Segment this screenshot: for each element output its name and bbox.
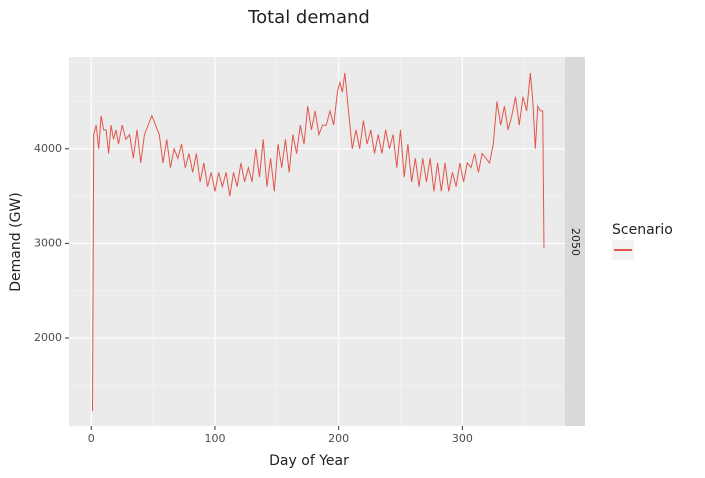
chart-title: Total demand (247, 7, 370, 28)
facet-strip (565, 57, 585, 426)
x-tick-label: 100 (204, 432, 225, 445)
series-line (92, 73, 545, 411)
panel (69, 57, 565, 426)
y-tick-label: 4000 (34, 142, 62, 155)
y-axis-label: Demand (GW) (8, 192, 24, 291)
y-tick-label: 3000 (34, 236, 62, 249)
x-tick-label: 0 (88, 432, 95, 445)
y-tick-label: 2000 (34, 331, 62, 344)
x-tick-label: 300 (452, 432, 473, 445)
x-axis-label: Day of Year (269, 453, 349, 469)
legend-title: Scenario (612, 222, 673, 238)
x-tick-label: 200 (328, 432, 349, 445)
facet-label: 2050 (569, 228, 582, 256)
